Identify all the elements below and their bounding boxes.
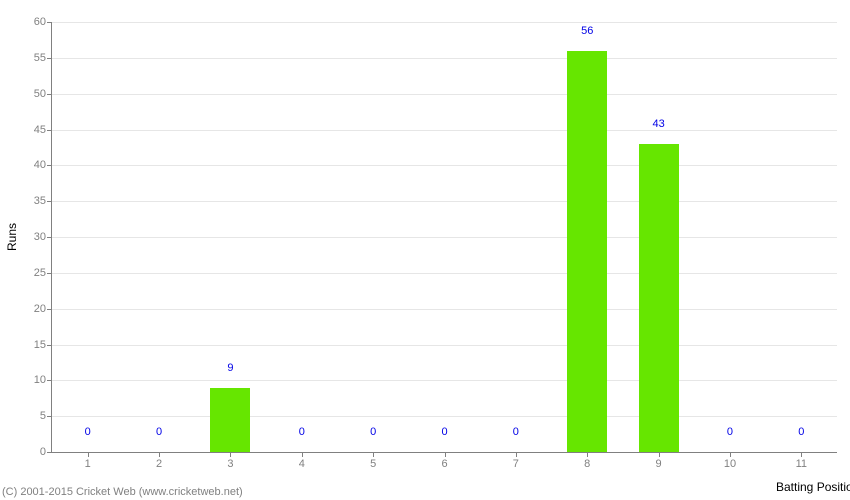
gridline xyxy=(52,58,837,59)
gridline xyxy=(52,416,837,417)
xtick-label: 7 xyxy=(513,458,519,470)
ytick-mark xyxy=(47,416,52,417)
ytick-mark xyxy=(47,22,52,23)
gridline xyxy=(52,237,837,238)
gridline xyxy=(52,94,837,95)
xtick-mark xyxy=(88,452,89,457)
ytick-label: 50 xyxy=(34,88,46,100)
chart-container: Runs 05101520253035404550556010203940506… xyxy=(0,0,850,500)
copyright-text: (C) 2001-2015 Cricket Web (www.cricketwe… xyxy=(2,486,243,498)
xtick-label: 5 xyxy=(370,458,376,470)
ytick-mark xyxy=(47,273,52,274)
ytick-mark xyxy=(47,380,52,381)
bar-value-label: 0 xyxy=(370,426,376,438)
gridline xyxy=(52,22,837,23)
xtick-mark xyxy=(516,452,517,457)
y-axis-label: Runs xyxy=(5,223,19,251)
bar-value-label: 0 xyxy=(299,426,305,438)
ytick-label: 30 xyxy=(34,231,46,243)
bar xyxy=(639,144,679,452)
ytick-label: 45 xyxy=(34,124,46,136)
xtick-mark xyxy=(587,452,588,457)
gridline xyxy=(52,380,837,381)
ytick-mark xyxy=(47,452,52,453)
gridline xyxy=(52,165,837,166)
x-axis-label: Batting Position xyxy=(776,480,850,494)
ytick-label: 40 xyxy=(34,159,46,171)
ytick-label: 0 xyxy=(40,446,46,458)
ytick-label: 35 xyxy=(34,195,46,207)
xtick-mark xyxy=(302,452,303,457)
ytick-mark xyxy=(47,165,52,166)
ytick-label: 15 xyxy=(34,339,46,351)
xtick-mark xyxy=(659,452,660,457)
bar xyxy=(210,388,250,453)
xtick-label: 4 xyxy=(299,458,305,470)
bar-value-label: 56 xyxy=(581,25,593,37)
xtick-mark xyxy=(230,452,231,457)
xtick-mark xyxy=(373,452,374,457)
ytick-mark xyxy=(47,130,52,131)
bar-value-label: 0 xyxy=(513,426,519,438)
xtick-mark xyxy=(159,452,160,457)
xtick-label: 8 xyxy=(584,458,590,470)
ytick-mark xyxy=(47,237,52,238)
xtick-label: 1 xyxy=(85,458,91,470)
bar-value-label: 9 xyxy=(227,362,233,374)
xtick-mark xyxy=(801,452,802,457)
ytick-mark xyxy=(47,58,52,59)
gridline xyxy=(52,309,837,310)
xtick-label: 11 xyxy=(796,458,807,470)
bar-value-label: 0 xyxy=(727,426,733,438)
ytick-mark xyxy=(47,309,52,310)
ytick-label: 60 xyxy=(34,16,46,28)
bar-value-label: 43 xyxy=(652,118,664,130)
bar-value-label: 0 xyxy=(156,426,162,438)
ytick-label: 20 xyxy=(34,303,46,315)
ytick-label: 10 xyxy=(34,374,46,386)
xtick-label: 6 xyxy=(441,458,447,470)
bar-value-label: 0 xyxy=(441,426,447,438)
plot-area: 0510152025303540455055601020394050607085… xyxy=(51,22,837,453)
gridline xyxy=(52,345,837,346)
xtick-label: 3 xyxy=(227,458,233,470)
bar-value-label: 0 xyxy=(798,426,804,438)
ytick-label: 25 xyxy=(34,267,46,279)
gridline xyxy=(52,130,837,131)
ytick-mark xyxy=(47,201,52,202)
gridline xyxy=(52,273,837,274)
bar-value-label: 0 xyxy=(85,426,91,438)
ytick-mark xyxy=(47,94,52,95)
xtick-label: 2 xyxy=(156,458,162,470)
xtick-label: 10 xyxy=(724,458,736,470)
xtick-mark xyxy=(730,452,731,457)
ytick-mark xyxy=(47,345,52,346)
gridline xyxy=(52,201,837,202)
bar xyxy=(567,51,607,452)
ytick-label: 55 xyxy=(34,52,46,64)
ytick-label: 5 xyxy=(40,410,46,422)
xtick-label: 9 xyxy=(656,458,662,470)
xtick-mark xyxy=(445,452,446,457)
